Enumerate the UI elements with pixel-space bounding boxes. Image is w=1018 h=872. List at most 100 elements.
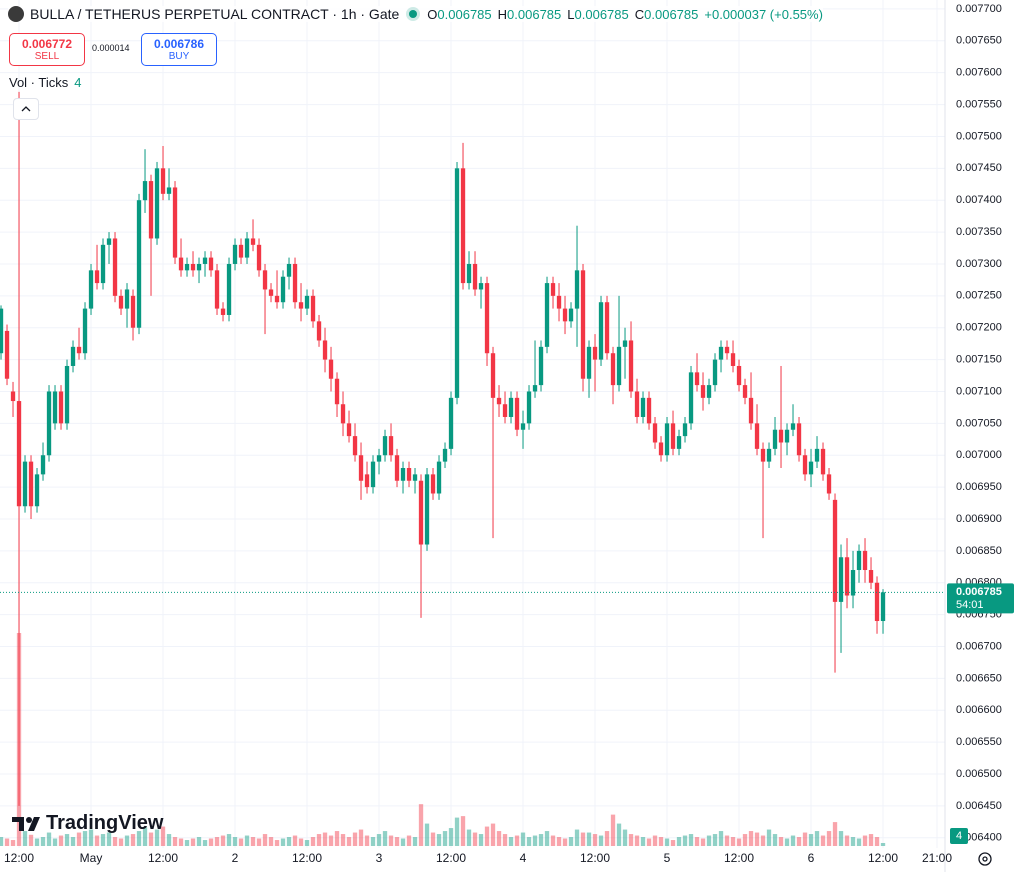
x-tick-label: 12:00 bbox=[724, 851, 754, 865]
volume-bar bbox=[556, 837, 562, 846]
sell-label[interactable]: SELL bbox=[34, 51, 60, 62]
candle-body bbox=[454, 168, 460, 398]
x-tick-label: 3 bbox=[376, 851, 383, 865]
volume-bar bbox=[658, 837, 664, 846]
candle-body bbox=[850, 570, 856, 596]
candle-body bbox=[442, 448, 448, 462]
price-axis-bg bbox=[945, 0, 1018, 872]
candle-body bbox=[880, 592, 886, 622]
x-tick-label: 12:00 bbox=[580, 851, 610, 865]
candle-body bbox=[538, 346, 544, 386]
x-tick-label: 5 bbox=[664, 851, 671, 865]
candle-body bbox=[244, 238, 250, 258]
volume-bar bbox=[394, 837, 400, 846]
volume-bar bbox=[562, 838, 568, 846]
candle-body bbox=[274, 295, 280, 303]
volume-bar bbox=[322, 832, 328, 846]
last-price-label: 0.006785 bbox=[956, 586, 1002, 598]
symbol-logo bbox=[8, 6, 24, 22]
candle-body bbox=[202, 257, 208, 264]
volume-bar bbox=[742, 834, 748, 846]
candle-body bbox=[670, 423, 676, 449]
candle-body bbox=[688, 372, 694, 424]
tv-icon-dot[interactable] bbox=[26, 816, 32, 823]
chevron[interactable] bbox=[21, 106, 31, 112]
candle-body bbox=[418, 480, 424, 545]
volume-bar bbox=[730, 837, 736, 846]
candle-body bbox=[340, 404, 346, 424]
y-tick-label: 0.007250 bbox=[956, 290, 1002, 302]
settings-icon[interactable] bbox=[978, 852, 992, 866]
volume-bar bbox=[76, 832, 82, 846]
sell-price[interactable]: 0.006772 bbox=[21, 37, 73, 51]
countdown: 54:01 bbox=[956, 599, 984, 611]
volume-bar bbox=[724, 835, 730, 846]
tv-wordmark[interactable]: TradingView bbox=[46, 812, 164, 834]
settings-icon-core[interactable] bbox=[982, 856, 988, 862]
volume-bar bbox=[412, 837, 418, 846]
symbol-title[interactable]: BULLA / TETHERUS PERPETUAL CONTRACT · 1h… bbox=[30, 6, 400, 22]
volume-bar bbox=[304, 840, 310, 846]
volume-bar bbox=[682, 835, 688, 846]
volume-bar bbox=[694, 837, 700, 846]
volume-bar bbox=[778, 837, 784, 846]
candle-body bbox=[730, 353, 736, 366]
candle-body bbox=[790, 423, 796, 430]
volume-bar bbox=[574, 829, 580, 846]
buy-label[interactable]: BUY bbox=[168, 51, 190, 62]
volume-bar bbox=[184, 840, 190, 846]
candle-body bbox=[784, 429, 790, 443]
volume-bar bbox=[112, 837, 118, 846]
buy-button[interactable]: 0.006786 BUY bbox=[141, 33, 217, 66]
volume-bar bbox=[586, 832, 592, 846]
candle-body bbox=[28, 461, 34, 507]
volume-bar bbox=[64, 834, 70, 846]
volume-bar bbox=[28, 834, 34, 846]
volume-bar bbox=[40, 837, 46, 846]
candle-body bbox=[100, 244, 106, 284]
volume-bar bbox=[826, 831, 832, 846]
tv-icon[interactable] bbox=[12, 815, 46, 833]
tv-icon-t[interactable] bbox=[12, 816, 24, 831]
volume-bar bbox=[130, 834, 136, 846]
candle-body bbox=[358, 455, 364, 481]
volume-bar bbox=[118, 838, 124, 846]
volume-bar bbox=[232, 837, 238, 846]
ohlc-item: C0.006785 bbox=[635, 7, 699, 22]
settings-icon-ring[interactable] bbox=[978, 852, 992, 866]
volume-bar bbox=[370, 837, 376, 846]
candle-body bbox=[0, 308, 4, 354]
volume-bar bbox=[382, 831, 388, 846]
volume-bar bbox=[688, 834, 694, 846]
volume-bar bbox=[496, 831, 502, 846]
volume-bar bbox=[670, 840, 676, 846]
candle-body bbox=[742, 385, 748, 398]
tradingview-logo[interactable]: TradingView bbox=[12, 812, 163, 835]
volume-bar bbox=[430, 832, 436, 846]
volume-bar bbox=[340, 834, 346, 846]
volume-bar bbox=[268, 837, 274, 846]
volume-bar bbox=[478, 834, 484, 846]
candle-body bbox=[796, 423, 802, 456]
collapse-icon[interactable] bbox=[14, 99, 38, 119]
volume-bar bbox=[592, 834, 598, 846]
candle-body bbox=[22, 461, 28, 507]
volume-bar bbox=[646, 838, 652, 846]
volume-bar bbox=[532, 835, 538, 846]
volume-bar bbox=[70, 837, 76, 846]
volume-bar bbox=[448, 828, 454, 846]
candle-body bbox=[316, 321, 322, 341]
tv-icon-v[interactable] bbox=[28, 816, 40, 831]
volume-bar bbox=[424, 823, 430, 846]
candle-body bbox=[700, 385, 706, 398]
volume-bar bbox=[148, 832, 154, 846]
candle-body bbox=[142, 181, 148, 201]
sell-button[interactable]: 0.006772 SELL bbox=[9, 33, 85, 66]
y-tick-label: 0.007000 bbox=[956, 449, 1002, 461]
ohlc-key: H bbox=[497, 7, 508, 22]
volume-bar bbox=[52, 838, 58, 846]
buy-price[interactable]: 0.006786 bbox=[153, 37, 205, 51]
candle-body bbox=[364, 474, 370, 488]
collapse-button[interactable] bbox=[13, 98, 39, 120]
